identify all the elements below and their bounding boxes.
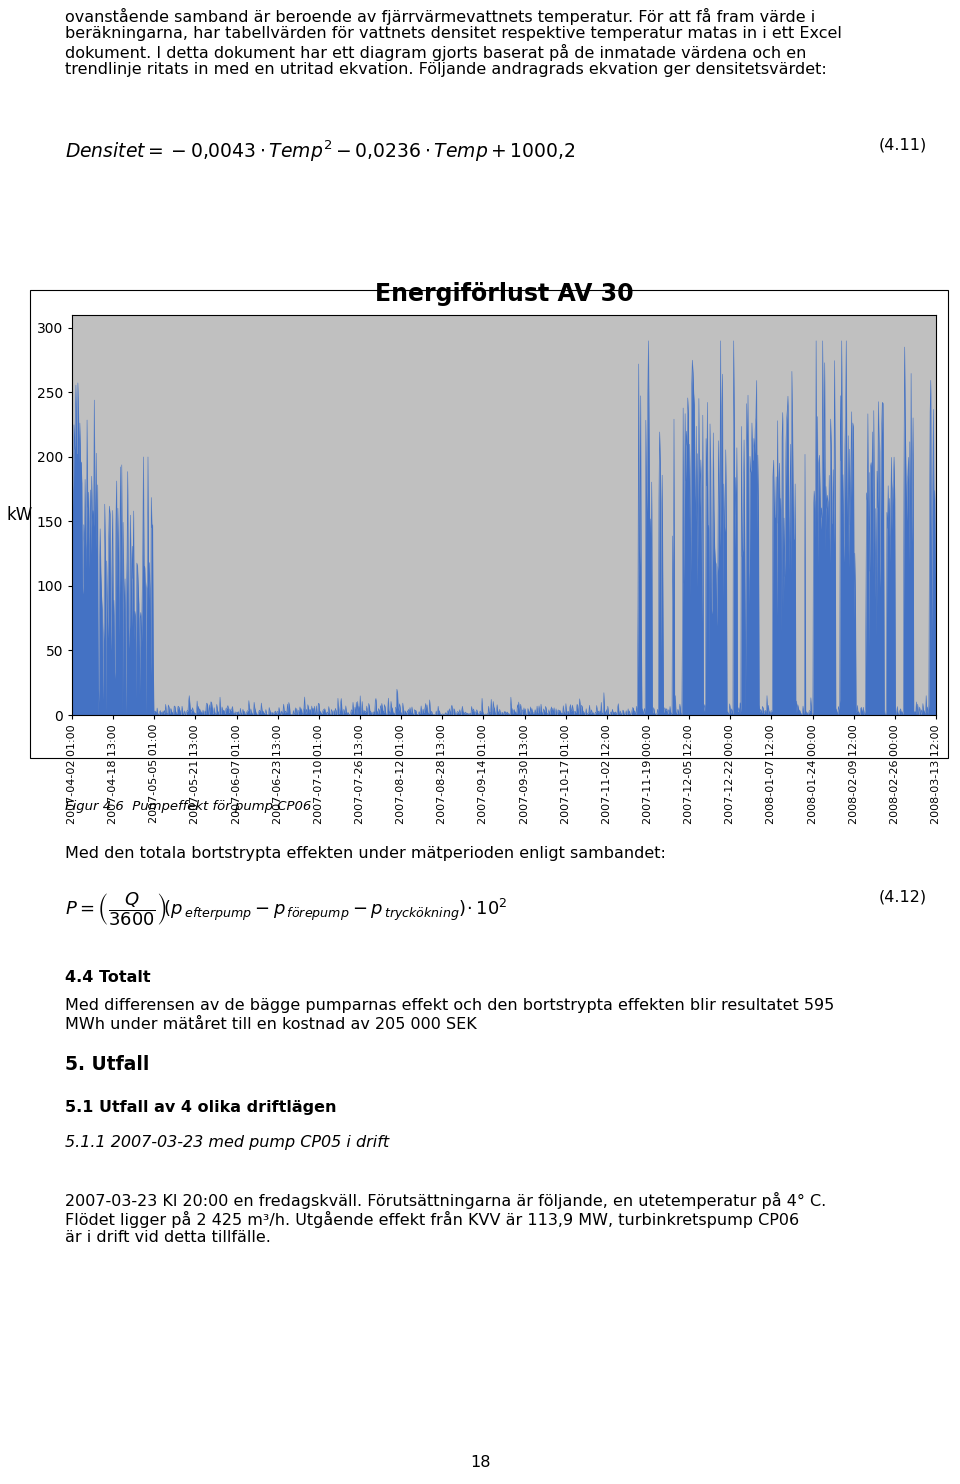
Text: 5. Utfall: 5. Utfall [65,1055,150,1074]
Text: Med den totala bortstrypta effekten under mätperioden enligt sambandet:: Med den totala bortstrypta effekten unde… [65,846,666,861]
Text: 18: 18 [469,1454,491,1471]
Y-axis label: kW: kW [7,506,33,524]
Text: beräkningarna, har tabellvärden för vattnets densitet respektive temperatur mata: beräkningarna, har tabellvärden för vatt… [65,27,842,42]
Text: Flödet ligger på 2 425 m³/h. Utgående effekt från KVV är 113,9 MW, turbinkretspu: Flödet ligger på 2 425 m³/h. Utgående ef… [65,1211,800,1229]
Text: MWh under mätåret till en kostnad av 205 000 SEK: MWh under mätåret till en kostnad av 205… [65,1017,477,1031]
Text: Figur 4.6  Pumpeffekt för pump CP06: Figur 4.6 Pumpeffekt för pump CP06 [65,800,312,813]
Text: (4.11): (4.11) [878,138,926,153]
Text: är i drift vid detta tillfälle.: är i drift vid detta tillfälle. [65,1230,271,1245]
Text: 5.1.1 2007-03-23 med pump CP05 i drift: 5.1.1 2007-03-23 med pump CP05 i drift [65,1135,390,1150]
Title: Energiförlust AV 30: Energiförlust AV 30 [374,282,634,306]
Text: ovanstående samband är beroende av fjärrvärmevattnets temperatur. För att få fra: ovanstående samband är beroende av fjärr… [65,7,816,25]
Text: 4.4 Totalt: 4.4 Totalt [65,971,151,985]
Text: 5.1 Utfall av 4 olika driftlägen: 5.1 Utfall av 4 olika driftlägen [65,1100,337,1114]
Text: (4.12): (4.12) [878,890,926,905]
Text: Med differensen av de bägge pumparnas effekt och den bortstrypta effekten blir r: Med differensen av de bägge pumparnas ef… [65,999,834,1014]
Text: trendlinje ritats in med en utritad ekvation. Följande andragrads ekvation ger d: trendlinje ritats in med en utritad ekva… [65,62,827,77]
Text: dokument. I detta dokument har ett diagram gjorts baserat på de inmatade värdena: dokument. I detta dokument har ett diagr… [65,45,806,61]
Text: 2007-03-23 Kl 20:00 en fredagskväll. Förutsättningarna är följande, en utetemper: 2007-03-23 Kl 20:00 en fredagskväll. För… [65,1192,827,1209]
Text: $P = \left(\dfrac{Q}{3600}\right)\!\left(p_{\,\mathit{efterpump}} - p_{\,\mathit: $P = \left(\dfrac{Q}{3600}\right)\!\left… [65,890,508,928]
Text: $\mathit{Densitet} = -0{,}0043 \cdot \mathit{Temp}^2 - 0{,}0236 \cdot \mathit{Te: $\mathit{Densitet} = -0{,}0043 \cdot \ma… [65,138,576,163]
